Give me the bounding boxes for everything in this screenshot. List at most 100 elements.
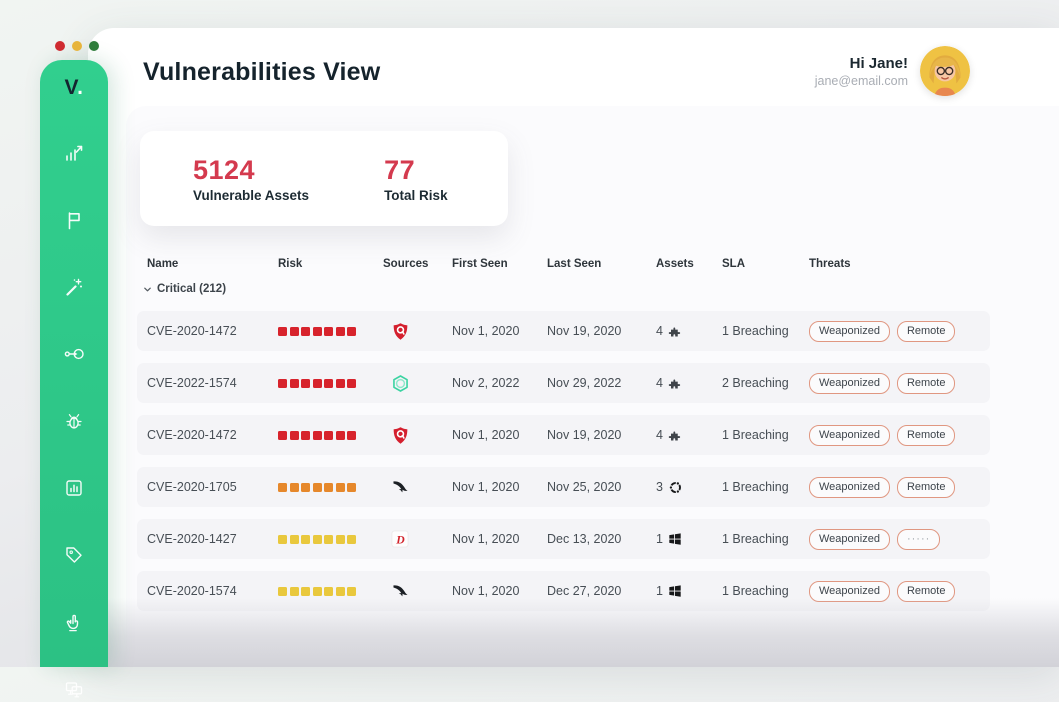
connect-login-icon <box>63 343 85 365</box>
close-button[interactable] <box>55 41 65 51</box>
first-seen: Nov 1, 2020 <box>452 480 520 494</box>
risk-square-yellow <box>278 586 287 596</box>
zoom-button[interactable] <box>89 41 99 51</box>
trending-chart-icon <box>63 142 85 164</box>
risk-square-red <box>301 430 310 440</box>
risk-square-red <box>347 378 356 388</box>
last-seen: Dec 13, 2020 <box>547 532 622 546</box>
risk-square-red <box>347 326 356 336</box>
sidebar-item-bug[interactable] <box>61 408 87 434</box>
falcon-icon <box>391 467 410 507</box>
vulnerabilities-dashboard: V. Vulnerabilities View Hi Jane! jane@em… <box>40 41 1059 697</box>
risk-square-yellow <box>301 586 310 596</box>
risk-square-yellow <box>347 534 356 544</box>
risk-square-yellow <box>289 534 299 544</box>
minimize-button[interactable] <box>72 41 82 51</box>
risk-square-red <box>324 326 333 336</box>
risk-square-red <box>335 326 345 336</box>
assets-cell: 4 <box>656 311 683 351</box>
table-header: Name Risk Sources First Seen Last Seen Assets… <box>137 258 990 274</box>
threat-badge: Weaponized <box>809 476 890 498</box>
risk-square-red <box>312 326 322 336</box>
bug-icon <box>63 410 85 432</box>
table-row[interactable]: CVE-2020-1705 Nov 1, 2020 Nov 25, 2020 3… <box>137 467 990 507</box>
sla-cell: 2 Breaching <box>722 376 789 390</box>
risk-square-yellow <box>335 534 345 544</box>
flag-icon <box>63 209 85 231</box>
sidebar-item-hand-raise[interactable] <box>61 609 87 635</box>
table-row[interactable]: CVE-2020-1427 D Nov 1, 2020 Dec 13, 2020… <box>137 519 990 559</box>
risk-square-orange <box>347 482 356 492</box>
column-header-last: Last Seen <box>547 258 602 270</box>
sidebar-item-connect-login[interactable] <box>61 341 87 367</box>
risk-square-yellow <box>347 586 356 596</box>
sla-cell: 1 Breaching <box>722 428 789 442</box>
risk-square-red <box>335 430 345 440</box>
table-row[interactable]: CVE-2022-1574 Nov 2, 2022 Nov 29, 2022 4… <box>137 363 990 403</box>
risk-square-yellow <box>278 534 287 544</box>
threat-badge: Weaponized <box>809 528 890 550</box>
stat-value: 5124 <box>193 154 256 185</box>
risk-square-orange <box>289 482 299 492</box>
table-row[interactable]: CVE-2020-1472 Nov 1, 2020 Nov 19, 2020 4… <box>137 311 990 351</box>
risk-square-orange <box>324 482 333 492</box>
green-ring-icon <box>391 363 410 403</box>
sidebar-item-monitors[interactable] <box>61 676 87 702</box>
risk-bar <box>278 363 356 403</box>
chart-box-icon <box>63 477 85 499</box>
risk-square-yellow <box>289 586 299 596</box>
sidebar-item-flag[interactable] <box>61 207 87 233</box>
cve-name: CVE-2020-1574 <box>147 584 237 598</box>
sidebar-item-magic-wand[interactable] <box>61 274 87 300</box>
risk-square-orange <box>278 482 287 492</box>
risk-square-yellow <box>324 586 333 596</box>
last-seen: Nov 25, 2020 <box>547 480 622 494</box>
avatar[interactable] <box>920 46 970 96</box>
assets-cell: 1 <box>656 519 682 559</box>
threats-cell: Weaponized Remote <box>809 311 956 351</box>
risk-bar <box>278 571 356 611</box>
cve-name: CVE-2020-1472 <box>147 428 237 442</box>
first-seen: Nov 1, 2020 <box>452 324 520 338</box>
cve-name: CVE-2020-1705 <box>147 480 237 494</box>
risk-square-red <box>278 326 287 336</box>
puzzle-icon <box>668 376 683 391</box>
threat-badge: Weaponized <box>809 372 890 394</box>
threat-badge: Remote <box>896 476 956 498</box>
risk-bar <box>278 467 356 507</box>
risk-square-red <box>324 378 333 388</box>
summary-card: 5124 Vulnerable Assets 77 Total Risk <box>140 131 508 226</box>
first-seen: Nov 1, 2020 <box>452 428 520 442</box>
first-seen: Nov 1, 2020 <box>452 584 520 598</box>
risk-square-yellow <box>335 586 345 596</box>
risk-square-red <box>312 378 322 388</box>
ubuntu-icon <box>668 480 683 495</box>
group-critical[interactable]: Critical (212) <box>143 283 226 295</box>
sla-cell: 1 Breaching <box>722 480 789 494</box>
column-header-name: Name <box>147 258 179 270</box>
assets-cell: 1 <box>656 571 682 611</box>
threat-badge: Remote <box>896 424 956 446</box>
last-seen: Nov 19, 2020 <box>547 428 622 442</box>
table-row[interactable]: CVE-2020-1472 Nov 1, 2020 Nov 19, 2020 4… <box>137 415 990 455</box>
risk-square-red <box>289 378 299 388</box>
risk-square-yellow <box>301 534 310 544</box>
risk-square-red <box>301 378 310 388</box>
app-logo[interactable]: V. <box>64 76 84 99</box>
puzzle-icon <box>668 324 683 339</box>
threats-cell: Weaponized ····· <box>809 519 941 559</box>
avatar-image <box>920 46 970 96</box>
sidebar-item-trending-chart[interactable] <box>61 140 87 166</box>
windows-icon <box>668 532 682 546</box>
column-header-assets: Assets <box>656 258 694 270</box>
assets-cell: 3 <box>656 467 683 507</box>
stat-block: 77 Total Risk <box>384 155 448 203</box>
risk-square-yellow <box>324 534 333 544</box>
qualys-shield-icon <box>391 415 410 455</box>
sidebar-item-chart-box[interactable] <box>61 475 87 501</box>
risk-square-red <box>278 430 287 440</box>
sidebar-item-tag[interactable] <box>61 542 87 568</box>
monitors-icon <box>63 678 85 700</box>
stat-block: 5124 Vulnerable Assets <box>193 155 309 203</box>
table-row[interactable]: CVE-2020-1574 Nov 1, 2020 Dec 27, 2020 1… <box>137 571 990 611</box>
